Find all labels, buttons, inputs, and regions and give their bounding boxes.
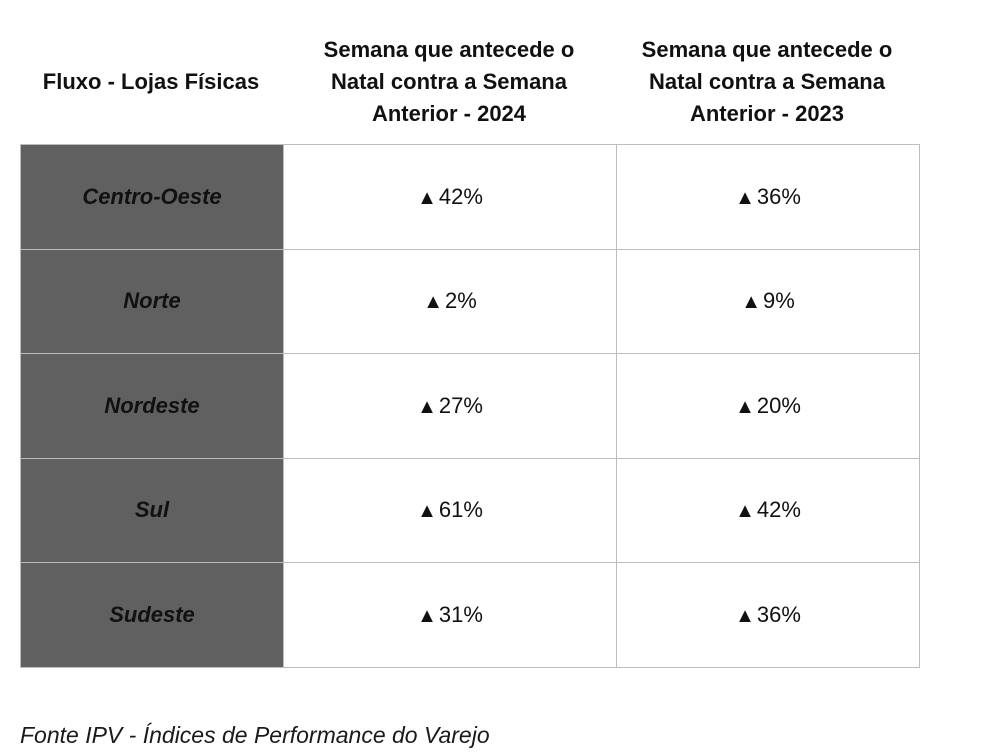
value-2024: 61% (438, 497, 483, 523)
value-2023: 9% (763, 288, 795, 314)
value-2023: 36% (756, 601, 801, 627)
value-2023-cell: ▲36% (616, 562, 920, 668)
value-2023-cell: ▲42% (616, 457, 920, 563)
region-cell: Nordeste (20, 353, 284, 459)
value-2024-cell: ▲31% (283, 562, 617, 668)
table-row: Sul ▲61% ▲42% (20, 457, 920, 563)
value-2023: 36% (756, 183, 801, 209)
value-2023: 42% (756, 497, 801, 523)
value-2024: 27% (438, 392, 483, 418)
flow-table: Centro-Oeste ▲42% ▲36% Norte ▲2% ▲9% Nor… (20, 144, 920, 668)
up-triangle-icon: ▲ (735, 395, 755, 418)
region-cell: Sudeste (20, 562, 284, 668)
up-triangle-icon: ▲ (735, 186, 755, 209)
table-row: Nordeste ▲27% ▲20% (20, 353, 920, 459)
value-2024-cell: ▲42% (283, 144, 617, 250)
table-row: Norte ▲2% ▲9% (20, 248, 920, 354)
value-2024: 2% (445, 288, 477, 314)
value-2024-cell: ▲27% (283, 353, 617, 459)
header-2023: Semana que antecede o Natal contra a Sem… (641, 37, 893, 126)
up-triangle-icon: ▲ (423, 291, 443, 314)
value-2024: 42% (438, 183, 483, 209)
source-note: Fonte IPV - Índices de Performance do Va… (20, 722, 490, 748)
up-triangle-icon: ▲ (741, 291, 761, 314)
value-2023-cell: ▲20% (616, 353, 920, 459)
table-row: Centro-Oeste ▲42% ▲36% (20, 144, 920, 250)
value-2023: 20% (756, 392, 801, 418)
value-2024-cell: ▲61% (283, 457, 617, 563)
up-triangle-icon: ▲ (417, 604, 437, 627)
up-triangle-icon: ▲ (735, 604, 755, 627)
header-label: Fluxo - Lojas Físicas (42, 69, 260, 94)
up-triangle-icon: ▲ (417, 395, 437, 418)
value-2023-cell: ▲9% (616, 248, 920, 354)
table-header: Fluxo - Lojas Físicas Semana que anteced… (20, 22, 920, 142)
value-2023-cell: ▲36% (616, 144, 920, 250)
up-triangle-icon: ▲ (735, 500, 755, 523)
region-cell: Sul (20, 457, 284, 563)
up-triangle-icon: ▲ (417, 186, 437, 209)
table-row: Sudeste ▲31% ▲36% (20, 562, 920, 668)
region-cell: Centro-Oeste (20, 144, 284, 250)
value-2024-cell: ▲2% (283, 248, 617, 354)
region-cell: Norte (20, 248, 284, 354)
up-triangle-icon: ▲ (417, 500, 437, 523)
header-2024: Semana que antecede o Natal contra a Sem… (323, 37, 575, 126)
value-2024: 31% (438, 601, 483, 627)
